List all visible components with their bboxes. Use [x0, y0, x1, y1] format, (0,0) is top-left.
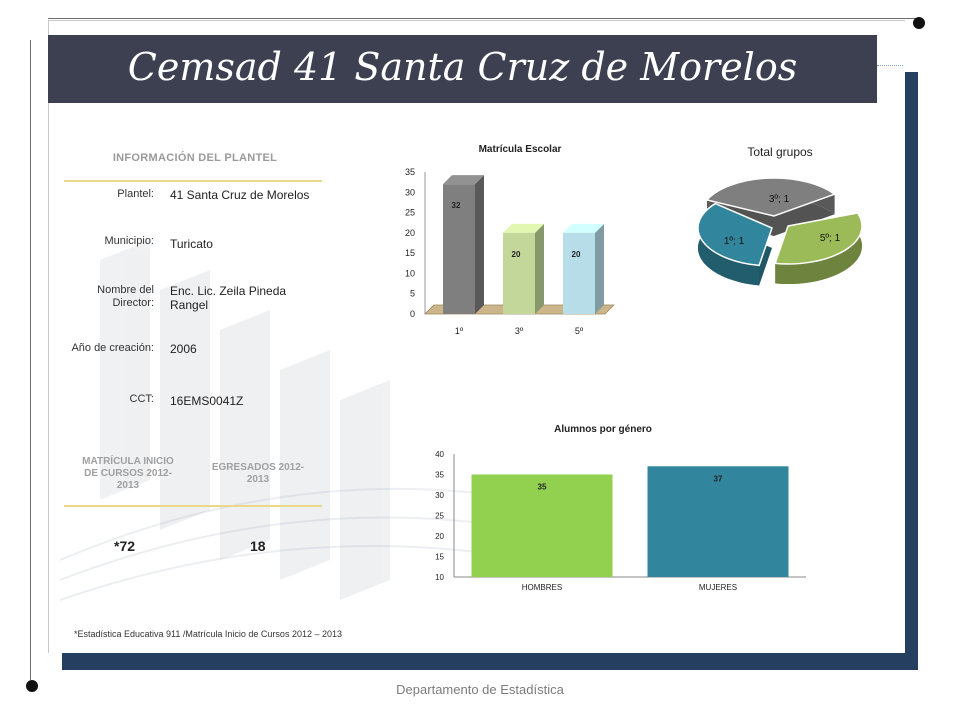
matricula-value: *72 [114, 538, 136, 554]
c1-y-tick-label: 30 [405, 187, 415, 197]
footnote: *Estadística Educativa 911 /Matrícula In… [74, 629, 342, 639]
c1-x-tick-label: 3º [515, 326, 524, 336]
c3-y-tick-label: 20 [435, 532, 444, 541]
value-creacion: 2006 [170, 342, 197, 356]
corner-dot-top [913, 17, 925, 29]
chart-title-genero: Alumnos por género [554, 424, 652, 435]
label-plantel: Plantel: [117, 188, 154, 200]
c2-slice [705, 177, 837, 217]
c3-x-tick-label: HOMBRES [522, 583, 562, 592]
c1-bar [503, 232, 535, 314]
c3-y-tick-label: 15 [435, 553, 444, 562]
c2-slice-label: 5º; 1 [820, 233, 841, 244]
chart-total-grupos: Total grupos 3º; 1 5º; 1 1º; 1 [697, 145, 863, 286]
value-plantel: 41 Santa Cruz de Morelos [170, 188, 310, 202]
page-title: Cemsad 41 Santa Cruz de Morelos [127, 45, 798, 89]
c3-bar-value-label: 37 [714, 474, 723, 483]
value-director: Enc. Lic. Zeila Pineda Rangel [170, 284, 287, 312]
c2-slice-label: 3º; 1 [769, 194, 790, 205]
c1-bar-side [535, 223, 544, 314]
top-line [48, 18, 918, 19]
c3-bar [647, 466, 789, 577]
c1-bar-top [503, 223, 544, 233]
c1-x-tick-label: 5º [575, 326, 584, 336]
c1-bar-side [595, 223, 604, 314]
c1-bar-side [475, 175, 484, 314]
matricula-heading: MATRÍCULA INICIO DE CURSOS 2012-2013 [82, 456, 174, 491]
title-bar: Cemsad 41 Santa Cruz de Morelos [48, 35, 877, 103]
c1-y-tick-label: 5 [410, 289, 415, 299]
c2-slice-label: 1º; 1 [724, 236, 745, 247]
chart-title-grupos: Total grupos [747, 145, 812, 159]
c3-bar-value-label: 35 [538, 483, 547, 492]
c3-y-tick-label: 40 [435, 450, 444, 459]
c1-y-tick-label: 15 [405, 248, 415, 258]
c2-slice-side [775, 213, 862, 284]
c1-bar [443, 184, 475, 314]
label-creacion: Año de creación: [71, 342, 154, 354]
c3-y-tick-label: 35 [435, 471, 444, 480]
corner-dot-bottom [26, 680, 38, 692]
c3-y-tick-label: 10 [435, 573, 444, 582]
egresados-value: 18 [250, 538, 266, 554]
title-dotted-line [877, 65, 903, 66]
c1-y-tick-label: 0 [410, 309, 415, 319]
chart-matricula-escolar: Matrícula Escolar 0 5 10 15 20 25 30 35 32 1º 20 3… [405, 144, 615, 336]
c1-bar [563, 232, 595, 314]
c1-bar-value-label: 20 [512, 250, 521, 259]
value-municipio: Turicato [170, 237, 213, 251]
c2-slice [774, 212, 863, 265]
c3-bar [471, 474, 613, 577]
value-cct: 16EMS0041Z [170, 394, 244, 408]
c1-y-tick-label: 20 [405, 228, 415, 238]
label-cct: CCT: [129, 393, 154, 405]
chart-title-matricula: Matrícula Escolar [479, 144, 562, 155]
c1-bar-value-label: 32 [452, 201, 461, 210]
c1-y-tick-label: 10 [405, 268, 415, 278]
egresados-heading: EGRESADOS 2012-2013 [211, 462, 305, 485]
info-rule [64, 180, 322, 182]
c1-y-tick-label: 35 [405, 167, 415, 177]
summary-rule [64, 505, 322, 507]
c1-bar-top [563, 223, 604, 233]
chart-alumnos-genero: Alumnos por género 10 15 20 25 30 35 40 35 HOMB… [435, 424, 806, 592]
label-director: Nombre del Director: [97, 284, 154, 309]
info-heading: INFORMACIÓN DEL PLANTEL [112, 152, 278, 164]
c3-x-tick-label: MUJERES [699, 583, 737, 592]
c1-bar-top [443, 175, 484, 185]
c1-y-tick-label: 25 [405, 208, 415, 218]
c2-slice [697, 202, 773, 267]
c3-y-tick-label: 25 [435, 512, 444, 521]
label-municipio: Municipio: [104, 235, 154, 247]
c1-x-tick-label: 1º [455, 326, 464, 336]
footer-department: Departamento de Estadística [396, 682, 564, 697]
c1-bar-value-label: 20 [572, 250, 581, 259]
c3-y-tick-label: 30 [435, 491, 444, 500]
left-line [30, 40, 31, 680]
